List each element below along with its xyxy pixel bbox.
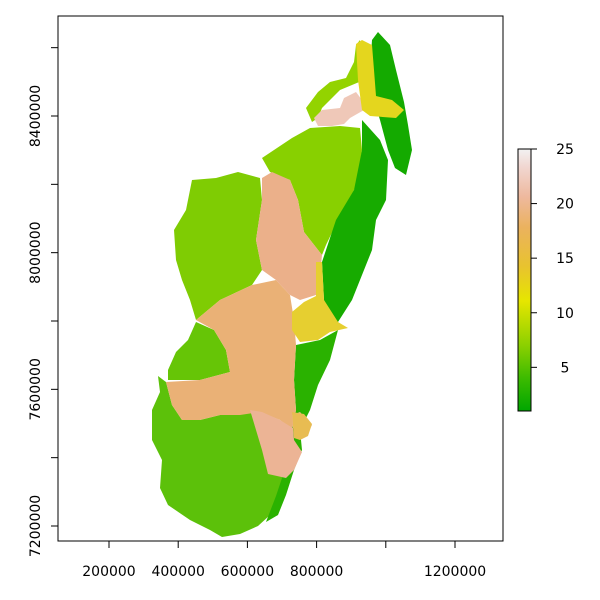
y-tick-label: 8000000 [28, 221, 44, 283]
color-legend: 5 10 15 20 25 [517, 142, 574, 412]
legend-tick-label: 10 [556, 306, 574, 322]
x-axis: 200000 400000 600000 800000 1200000 [82, 540, 486, 580]
x-tick-label: 400000 [151, 564, 204, 580]
map-region-west [174, 172, 262, 320]
y-tick-label: 7600000 [28, 358, 44, 420]
map-region-east-central [292, 262, 348, 342]
map-region-south [152, 376, 285, 537]
legend-tick-label: 25 [556, 142, 574, 158]
map-region-north-pink [314, 92, 364, 126]
y-tick-label: 8400000 [28, 85, 44, 147]
map-regions [152, 32, 412, 537]
legend-tick-label: 5 [561, 360, 570, 376]
map-region-east-coast [322, 120, 388, 325]
map-region-southwest-upper [168, 322, 230, 380]
x-tick-label: 200000 [82, 564, 135, 580]
x-tick-label: 800000 [290, 564, 343, 580]
y-tick-label: 7200000 [28, 495, 44, 557]
map-region-far-north [306, 40, 364, 122]
map-region-central-highlands [256, 172, 322, 300]
map-region-northwest [262, 126, 362, 255]
legend-tick-label: 15 [556, 251, 574, 267]
y-axis: 7200000 7600000 8000000 8400000 [28, 47, 59, 557]
legend-colorbar [517, 148, 532, 412]
x-tick-label: 600000 [221, 564, 274, 580]
x-tick-label: 1200000 [424, 564, 486, 580]
map-region-south-central [292, 412, 312, 440]
map-region-north-yellow [356, 40, 404, 118]
map-region-central-south [166, 280, 296, 430]
legend-tick-label: 20 [556, 197, 574, 213]
